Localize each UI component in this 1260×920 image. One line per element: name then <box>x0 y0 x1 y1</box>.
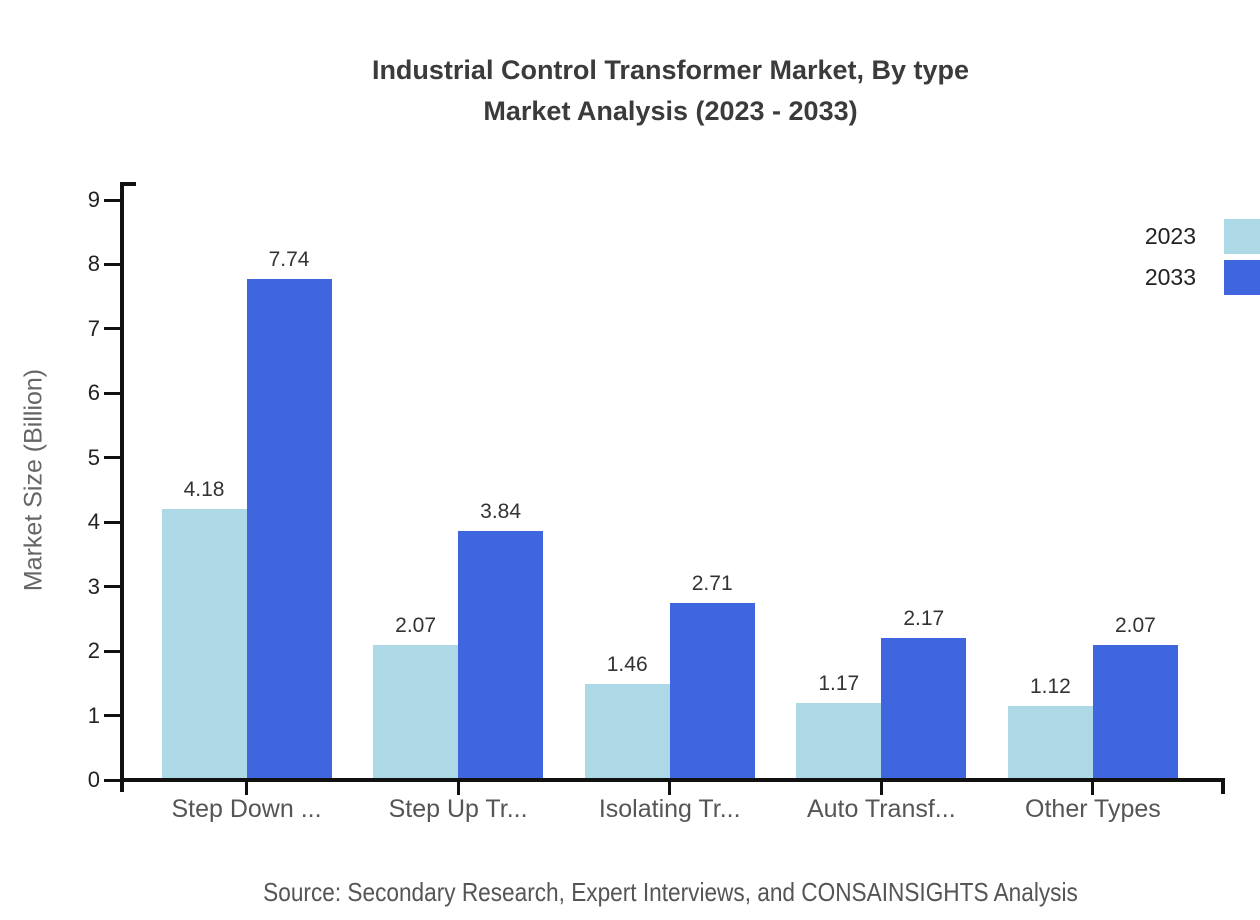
x-tick-label-2: Step Up Tr... <box>388 795 528 823</box>
y-axis-top-cap <box>120 182 136 186</box>
y-tick-label-3: 3 <box>87 573 100 599</box>
y-tick-label-4: 4 <box>87 509 100 535</box>
bar-2023-3 <box>584 683 670 778</box>
value-label-2023-2: 2.07 <box>395 613 437 637</box>
y-tick-label-0: 0 <box>87 767 100 792</box>
x-axis-end-cap <box>1221 778 1225 794</box>
x-tick-label-4: Auto Transf... <box>806 795 956 823</box>
bar-2033-3 <box>669 603 755 778</box>
bar-2033-5 <box>1092 644 1178 778</box>
value-label-2033-1: 7.74 <box>268 248 310 272</box>
x-tick-4 <box>879 782 883 795</box>
x-tick-label-5: Other Types <box>1025 795 1161 823</box>
x-axis-line <box>120 778 1225 782</box>
bar-2023-5 <box>1007 705 1093 778</box>
y-axis-line <box>120 182 124 792</box>
bar-2033-4 <box>881 638 967 778</box>
legend-label-2033: 2033 <box>1144 264 1196 290</box>
chart-title-line1: Industrial Control Transformer Market, B… <box>371 55 970 85</box>
y-tick-0 <box>104 778 120 782</box>
y-tick-7 <box>104 327 120 331</box>
source-note: Source: Secondary Research, Expert Inter… <box>263 877 1078 907</box>
y-tick-3 <box>104 585 120 589</box>
value-label-2023-4: 1.17 <box>818 671 860 695</box>
y-tick-2 <box>104 649 120 653</box>
bar-2033-2 <box>458 530 544 778</box>
x-tick-5 <box>1091 782 1095 795</box>
y-tick-label-8: 8 <box>87 251 100 277</box>
chart-title: Industrial Control Transformer Market, B… <box>120 50 1221 132</box>
x-tick-3 <box>668 782 672 795</box>
y-tick-9 <box>104 198 120 202</box>
bar-2033-1 <box>246 279 332 778</box>
bar-2023-1 <box>161 508 247 778</box>
y-tick-4 <box>104 520 120 524</box>
legend-swatch-2023 <box>1224 219 1260 254</box>
value-label-2023-3: 1.46 <box>606 652 648 676</box>
y-tick-6 <box>104 391 120 395</box>
y-tick-label-7: 7 <box>87 315 100 341</box>
legend-label-2023: 2023 <box>1144 223 1196 249</box>
chart-title-line2: Market Analysis (2023 - 2033) <box>483 96 858 126</box>
value-label-2033-5: 2.07 <box>1114 613 1156 637</box>
x-tick-2 <box>456 782 460 795</box>
value-label-2033-2: 3.84 <box>480 499 522 523</box>
y-tick-5 <box>104 456 120 460</box>
x-tick-label-3: Isolating Tr... <box>598 795 741 823</box>
y-tick-label-2: 2 <box>87 638 100 664</box>
x-tick-label-1: Step Down ... <box>171 795 322 823</box>
y-tick-label-9: 9 <box>87 187 100 212</box>
x-tick-1 <box>245 782 248 795</box>
y-tick-8 <box>104 262 120 266</box>
value-label-2023-5: 1.12 <box>1029 674 1071 698</box>
value-label-2033-4: 2.17 <box>903 607 945 631</box>
y-tick-1 <box>104 714 120 718</box>
bar-2023-4 <box>796 702 882 778</box>
y-tick-label-1: 1 <box>87 702 100 728</box>
value-label-2023-1: 4.18 <box>183 477 225 501</box>
legend-swatch-2033 <box>1224 260 1260 295</box>
y-tick-label-6: 6 <box>87 380 100 406</box>
y-tick-label-5: 5 <box>87 444 100 470</box>
bar-2023-2 <box>373 644 459 778</box>
value-label-2033-3: 2.71 <box>691 572 733 596</box>
